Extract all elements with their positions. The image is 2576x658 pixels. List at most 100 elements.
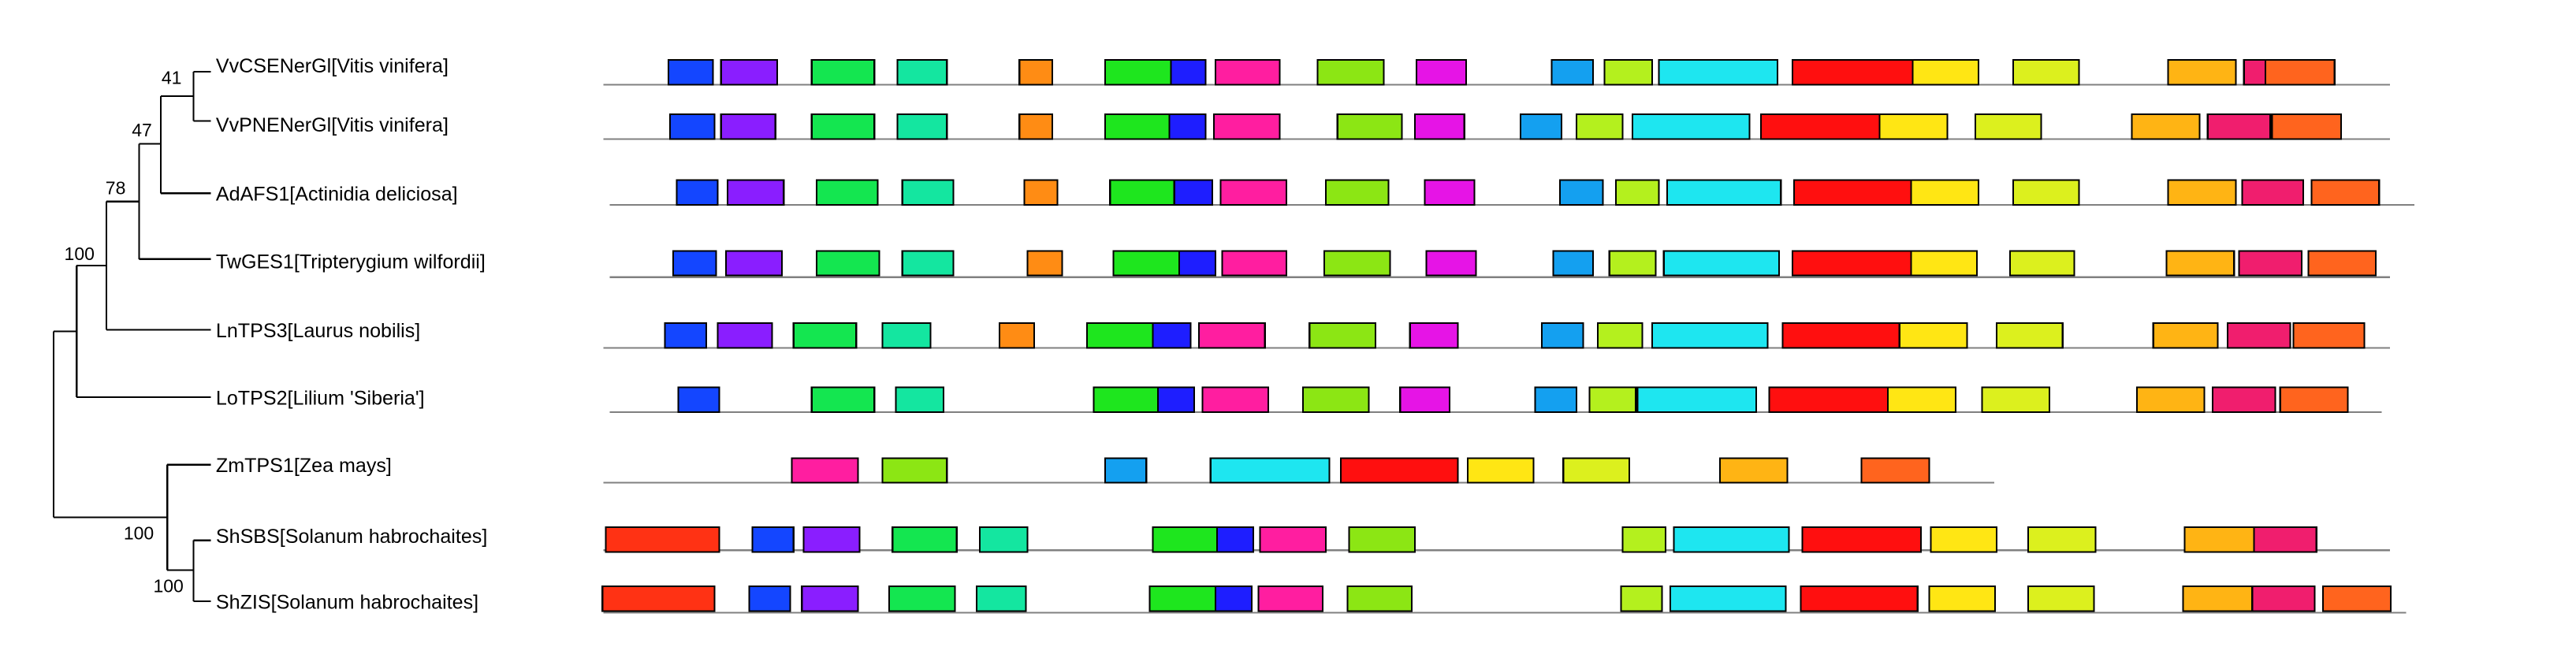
motif-box <box>751 526 795 553</box>
motif-box <box>2206 113 2272 140</box>
motif-box <box>605 526 720 553</box>
motif-box <box>1615 179 1660 206</box>
motif-box <box>2307 250 2377 277</box>
motif-box <box>1768 386 1889 413</box>
motif-box <box>1912 59 1980 86</box>
motif-box <box>1152 526 1219 553</box>
motif-box <box>1575 113 1624 140</box>
tree-branch <box>192 539 211 603</box>
motif-box <box>1603 59 1654 86</box>
motif-box <box>2131 113 2201 140</box>
taxon-label: AdAFS1[Actinidia deliciosa] <box>216 184 458 206</box>
motif-box <box>2008 250 2075 277</box>
motif-box <box>815 250 880 277</box>
taxon-label: LoTPS2[Lilium 'Siberia'] <box>216 388 425 410</box>
taxon-label: ShSBS[Solanum habrochaites] <box>216 526 487 548</box>
motif-box <box>901 250 955 277</box>
motif-box <box>2292 322 2366 349</box>
motif-box <box>672 250 717 277</box>
motif-box <box>720 59 778 86</box>
motif-box <box>2310 179 2381 206</box>
motif-box <box>667 59 714 86</box>
taxon-labels: VvCSENerGl[Vitis vinifera] VvPNENerGl[Vi… <box>216 55 487 614</box>
motif-box <box>1666 179 1782 206</box>
motif-box <box>1974 113 2042 140</box>
tree-branch <box>52 330 168 519</box>
motif-box <box>2211 386 2276 413</box>
motif-box <box>2322 586 2392 612</box>
motif-box <box>1981 386 2051 413</box>
motif-box <box>1348 526 1416 553</box>
motif-box <box>1878 113 1949 140</box>
motif-box <box>1928 586 1997 612</box>
motif-box <box>1910 179 1980 206</box>
motif-box <box>1323 250 1391 277</box>
motif-box <box>1413 113 1465 140</box>
motif-box <box>2135 386 2206 413</box>
motif-box <box>1104 457 1148 484</box>
motif-box <box>1018 113 1054 140</box>
motif-box <box>1104 113 1171 140</box>
motif-box <box>901 179 955 206</box>
motif-box <box>1216 526 1255 553</box>
motif-box <box>1910 250 1979 277</box>
motif-box <box>1597 322 1644 349</box>
motif-box <box>895 386 945 413</box>
motif-box <box>676 179 719 206</box>
bootstrap-value: 100 <box>124 523 154 544</box>
motif-box <box>1325 179 1390 206</box>
motif-box <box>1898 322 1968 349</box>
motif-box <box>2253 526 2317 553</box>
motif-box <box>2238 250 2302 277</box>
motif-box <box>1519 113 1563 140</box>
motif-box <box>2271 113 2343 140</box>
taxon-label: ShZIS[Solanum habrochaites] <box>216 591 478 613</box>
motif-box <box>1781 322 1900 349</box>
motif-box <box>1636 386 1757 413</box>
motif-box <box>1558 179 1604 206</box>
motif-box <box>1930 526 1998 553</box>
motif-box <box>1399 386 1450 413</box>
motif-box <box>1018 59 1054 86</box>
motif-box <box>720 113 776 140</box>
bootstrap-values: 41 47 78 100 100 100 <box>65 67 184 596</box>
motif-box <box>2165 250 2235 277</box>
motif-box <box>2182 586 2254 612</box>
tree-branch <box>166 463 211 571</box>
motif-box <box>1673 526 1790 553</box>
motif-box <box>881 322 932 349</box>
motif-box <box>810 113 876 140</box>
motif-boxes <box>601 59 2392 612</box>
motif-box <box>724 250 784 277</box>
bootstrap-value: 78 <box>106 177 126 198</box>
motif-box <box>1466 457 1535 484</box>
motif-box <box>1257 586 1323 612</box>
motif-box <box>1168 113 1207 140</box>
motif-box <box>1425 250 1477 277</box>
taxon-label: TwGES1[Tripterygium wilfordii] <box>216 251 486 273</box>
motif-box <box>677 386 720 413</box>
motif-box <box>1346 586 1413 612</box>
motif-box <box>1562 457 1630 484</box>
sequence-baselines <box>603 84 2415 614</box>
motif-box <box>1339 457 1459 484</box>
tree-branch <box>105 200 211 331</box>
motif-box <box>1219 179 1287 206</box>
motif-box <box>1085 322 1154 349</box>
motif-box <box>1801 526 1922 553</box>
motif-box <box>1214 586 1253 612</box>
motif-box <box>1800 586 1919 612</box>
motif-box <box>2241 179 2305 206</box>
motif-box <box>1148 586 1217 612</box>
motif-box <box>1792 179 1912 206</box>
motif-box <box>1198 322 1266 349</box>
motif-box <box>1620 586 1663 612</box>
motif-box <box>1658 59 1779 86</box>
motif-box <box>1791 250 1912 277</box>
motif-box <box>1026 250 1063 277</box>
motif-box <box>1416 59 1467 86</box>
tree-branch <box>138 143 211 260</box>
motif-box <box>1860 457 1930 484</box>
bootstrap-value: 41 <box>162 67 182 87</box>
motif-box <box>1170 59 1207 86</box>
